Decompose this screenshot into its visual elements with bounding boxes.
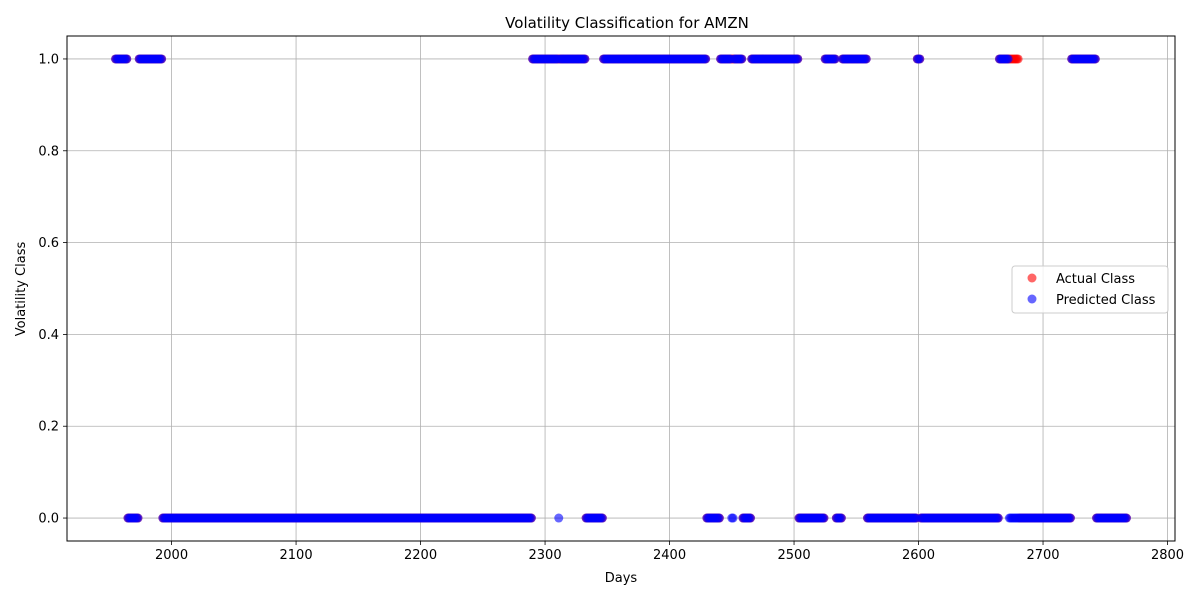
data-point — [701, 54, 711, 64]
x-tick-label: 2300 — [529, 548, 562, 563]
data-points — [111, 54, 1131, 523]
data-point — [597, 513, 607, 523]
x-tick-label: 2400 — [653, 548, 686, 563]
y-axis-label: Volatility Class — [14, 242, 29, 337]
legend-marker-predicted — [1027, 294, 1037, 304]
data-point — [122, 54, 132, 64]
x-tick-label: 2100 — [280, 548, 313, 563]
series-actual — [111, 54, 1131, 523]
grid-lines — [67, 36, 1175, 541]
data-point — [728, 513, 738, 523]
data-point — [1013, 54, 1023, 64]
y-axis-ticks: 0.0 0.2 0.4 0.6 0.8 1.0 — [38, 52, 67, 527]
data-point — [1065, 513, 1075, 523]
x-tick-label: 2600 — [902, 548, 935, 563]
data-point — [819, 513, 829, 523]
x-axis-ticks: 2000 2100 2200 2300 2400 2500 2600 2700 2800 — [155, 541, 1184, 563]
chart-title: Volatility Classification for AMZN — [505, 14, 749, 32]
data-point — [526, 513, 536, 523]
data-point — [133, 513, 143, 523]
data-point — [1121, 513, 1131, 523]
y-tick-label: 1.0 — [38, 52, 59, 67]
y-tick-label: 0.0 — [38, 512, 59, 527]
data-point — [793, 54, 803, 64]
legend-label-actual: Actual Class — [1056, 272, 1135, 287]
legend-box — [1011, 265, 1169, 314]
data-point — [836, 513, 846, 523]
data-point — [745, 513, 755, 523]
data-point — [830, 54, 840, 64]
y-tick-label: 0.8 — [38, 144, 59, 159]
data-point — [554, 513, 564, 523]
x-tick-label: 2000 — [155, 548, 188, 563]
data-point — [915, 54, 925, 64]
data-point — [580, 54, 590, 64]
x-tick-label: 2500 — [778, 548, 811, 563]
x-tick-label: 2700 — [1026, 548, 1059, 563]
plot-frame — [66, 35, 1176, 542]
data-point — [1090, 54, 1100, 64]
y-tick-label: 0.6 — [38, 236, 59, 251]
data-point — [737, 54, 747, 64]
x-tick-label: 2800 — [1151, 548, 1184, 563]
data-point — [1003, 54, 1013, 64]
legend: Actual Class Predicted Class — [1011, 265, 1169, 314]
data-point — [714, 513, 724, 523]
series-predicted — [111, 54, 1131, 523]
data-point — [861, 54, 871, 64]
x-tick-label: 2200 — [404, 548, 437, 563]
data-point — [993, 513, 1003, 523]
legend-marker-actual — [1027, 273, 1037, 283]
legend-label-predicted: Predicted Class — [1056, 293, 1156, 308]
y-tick-label: 0.2 — [38, 420, 59, 435]
x-axis-label: Days — [605, 571, 638, 586]
y-tick-label: 0.4 — [38, 328, 59, 343]
data-point — [157, 54, 167, 64]
